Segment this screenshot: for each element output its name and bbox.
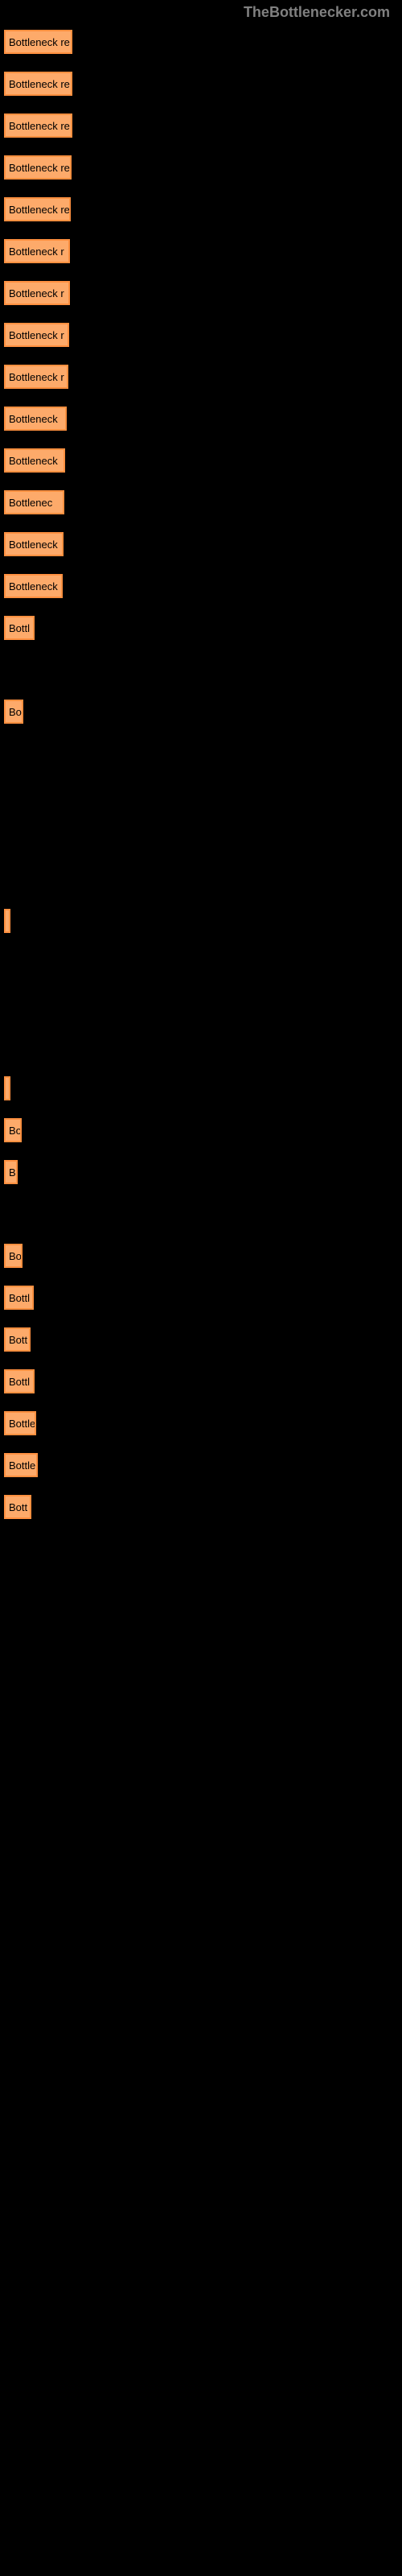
bar: Bo (4, 1118, 22, 1142)
bar-row: Bottlenec (4, 489, 402, 515)
bar: Bottleneck (4, 448, 65, 473)
bar-row: Bottleneck (4, 573, 402, 599)
bar-row: Bottlen (4, 1452, 402, 1478)
bar: Bottleneck re (4, 72, 72, 96)
bar-row: Bottleneck re (4, 71, 402, 97)
bar-row: Bottleneck r (4, 238, 402, 264)
bar: B (4, 1160, 18, 1184)
bar: Bottleneck r (4, 365, 68, 389)
bar-row (4, 741, 402, 766)
bar-row: Bo (4, 1117, 402, 1143)
bar-row (4, 1075, 402, 1101)
bar-row: Bott (4, 1327, 402, 1352)
bar: Bottleneck re (4, 114, 72, 138)
bar: Bo (4, 700, 23, 724)
bar-row: Bottle (4, 1410, 402, 1436)
bar: Bottl (4, 1369, 35, 1393)
bar-row: Bottleneck r (4, 322, 402, 348)
bar-row: Bo (4, 699, 402, 724)
bar-row (4, 1201, 402, 1227)
header-text: TheBottlenecker.com (0, 0, 402, 29)
bar-row (4, 908, 402, 934)
bar: Bottleneck r (4, 239, 70, 263)
bar: Bottleneck re (4, 155, 72, 180)
bar-row: Bottl (4, 1368, 402, 1394)
bar-row: Bottleneck re (4, 155, 402, 180)
bar: Bottleneck re (4, 197, 71, 221)
bar (4, 909, 10, 933)
bar: Bottleneck (4, 574, 63, 598)
bar: Bottl (4, 616, 35, 640)
bar: Bottleneck re (4, 30, 72, 54)
bar: Bottleneck r (4, 323, 69, 347)
bar: Bottlenec (4, 490, 64, 514)
bar-row (4, 1034, 402, 1059)
bar (4, 1076, 10, 1100)
bar-row: Bott (4, 1494, 402, 1520)
bar-row: Bottleneck re (4, 113, 402, 138)
bar-row: Bottleneck r (4, 280, 402, 306)
bar: Bottle (4, 1411, 36, 1435)
bar: Bott (4, 1495, 31, 1519)
bar-row (4, 657, 402, 683)
bar-row: Bottleneck re (4, 196, 402, 222)
bar: Bottlen (4, 1453, 38, 1477)
bar-row (4, 992, 402, 1018)
bar-row: Bottleneck r (4, 364, 402, 390)
bar-row: Bottleneck (4, 406, 402, 431)
bar: Bott (4, 1327, 31, 1352)
bar: Bo (4, 1244, 23, 1268)
bar: Bottleneck r (4, 281, 70, 305)
bar-row: Bottleneck (4, 448, 402, 473)
bar-chart: Bottleneck re Bottleneck re Bottleneck re B… (0, 29, 402, 1520)
bar-row: Bottl (4, 1285, 402, 1311)
bar-row: B (4, 1159, 402, 1185)
bar-row: Bo (4, 1243, 402, 1269)
bar-row: Bottl (4, 615, 402, 641)
bar-row (4, 824, 402, 850)
bar-row: Bottleneck re (4, 29, 402, 55)
bar: Bottleneck (4, 532, 64, 556)
bar: Bottleneck (4, 407, 67, 431)
bar-row (4, 866, 402, 892)
bar: Bottl (4, 1286, 34, 1310)
bar-row: Bottleneck (4, 531, 402, 557)
bar-row (4, 782, 402, 808)
bar-row (4, 950, 402, 976)
